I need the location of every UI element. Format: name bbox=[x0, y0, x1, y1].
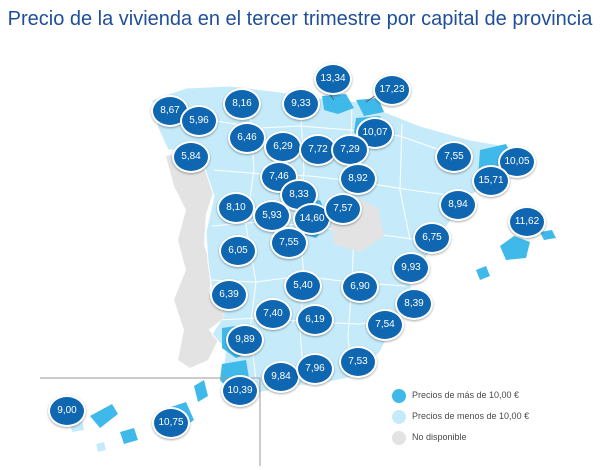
legend-swatch-na bbox=[392, 431, 406, 445]
price-badge: 17,23 bbox=[373, 74, 411, 106]
price-badge: 8,10 bbox=[217, 192, 255, 224]
price-badge: 6,46 bbox=[228, 122, 266, 154]
map-title: Precio de la vivienda en el tercer trime… bbox=[7, 8, 593, 30]
price-badge: 7,53 bbox=[339, 346, 377, 378]
price-badge: 9,89 bbox=[226, 324, 264, 356]
price-badge: 8,39 bbox=[395, 288, 433, 320]
province-high-gipuzkoa bbox=[356, 98, 384, 116]
price-badge: 5,96 bbox=[180, 105, 218, 137]
price-badge: 8,16 bbox=[223, 88, 261, 120]
price-badge: 9,33 bbox=[282, 88, 320, 120]
price-badge: 10,05 bbox=[498, 146, 536, 178]
price-badge: 7,55 bbox=[435, 141, 473, 173]
price-badge: 6,75 bbox=[413, 222, 451, 254]
price-badge: 8,94 bbox=[439, 189, 477, 221]
price-badge: 6,19 bbox=[296, 304, 334, 336]
portugal-region bbox=[166, 150, 220, 368]
price-badge: 7,96 bbox=[296, 353, 334, 385]
price-badge: 7,55 bbox=[270, 227, 308, 259]
balearic-islands bbox=[476, 230, 556, 280]
price-badge: 6,90 bbox=[341, 271, 379, 303]
price-badge: 11,62 bbox=[508, 206, 546, 238]
price-badge: 9,00 bbox=[48, 395, 86, 427]
province-high-bizkaia bbox=[322, 94, 354, 114]
price-badge: 5,93 bbox=[253, 200, 291, 232]
price-badge: 5,40 bbox=[284, 270, 322, 302]
legend-label-low: Precios de menos de 10,00 € bbox=[412, 411, 530, 421]
price-badge: 15,71 bbox=[472, 165, 510, 197]
price-badge: 7,29 bbox=[331, 134, 369, 166]
price-badge: 6,05 bbox=[219, 235, 257, 267]
canary-inset-frame bbox=[40, 377, 261, 466]
price-badge: 10,75 bbox=[152, 407, 190, 439]
price-badge: 5,84 bbox=[172, 141, 210, 173]
price-badge: 10,39 bbox=[221, 375, 259, 407]
price-badge: 7,40 bbox=[254, 298, 292, 330]
legend-label-na: No disponible bbox=[412, 432, 467, 442]
price-badge: 9,93 bbox=[392, 252, 430, 284]
legend-label-high: Precios de más de 10,00 € bbox=[412, 390, 520, 400]
price-badge: 9,84 bbox=[262, 361, 300, 393]
price-badge: 7,54 bbox=[366, 309, 404, 341]
price-badge: 7,57 bbox=[324, 193, 362, 225]
price-badge: 8,92 bbox=[339, 163, 377, 195]
price-badge: 13,34 bbox=[314, 63, 352, 95]
legend-swatch-high bbox=[392, 389, 406, 403]
price-badge: 6,29 bbox=[264, 131, 302, 163]
legend-swatch-low bbox=[392, 410, 406, 424]
price-badge: 6,39 bbox=[210, 279, 248, 311]
